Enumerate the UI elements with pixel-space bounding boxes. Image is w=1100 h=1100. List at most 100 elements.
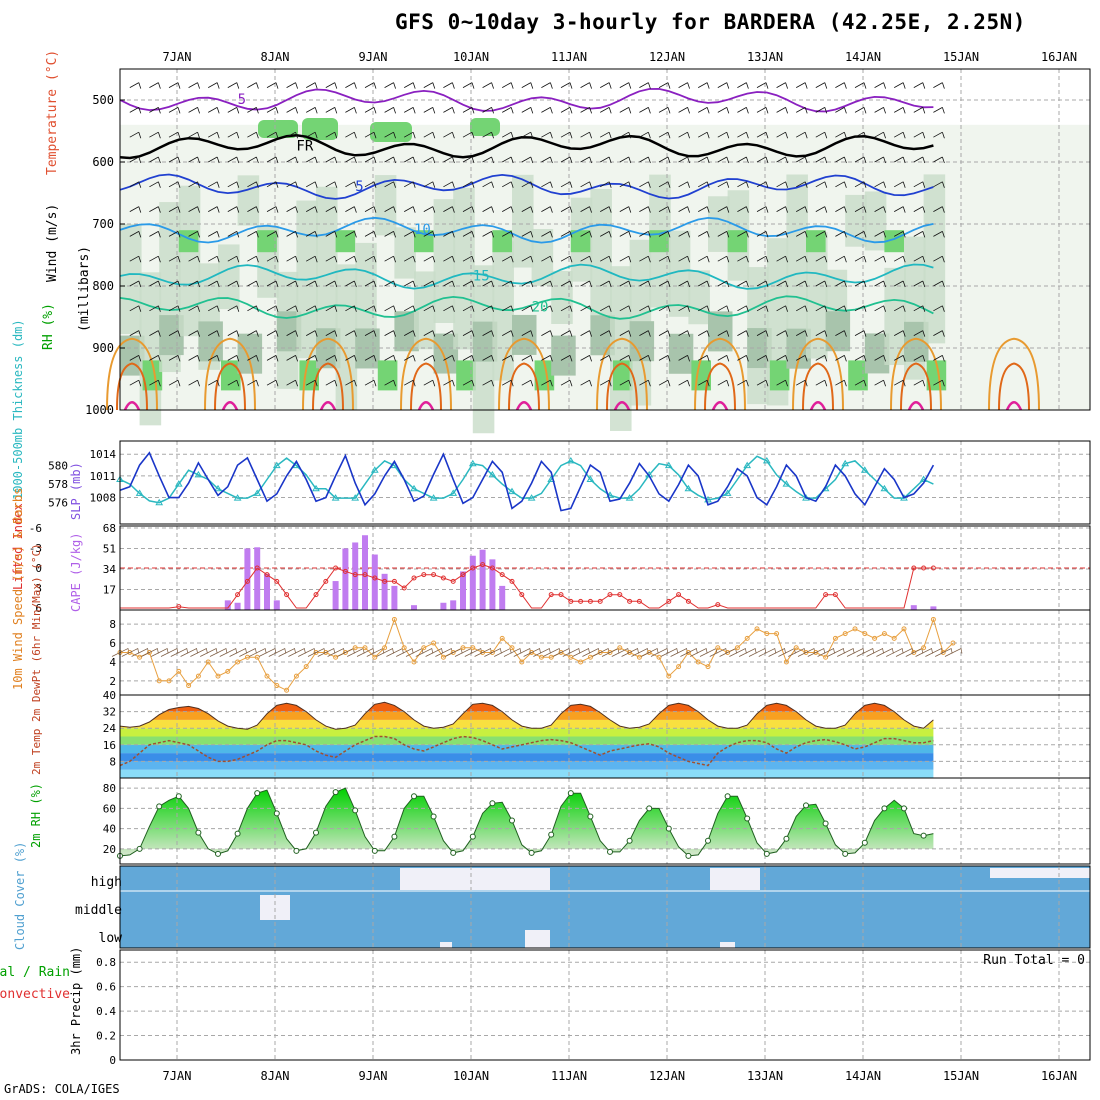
wind-barb (756, 156, 769, 164)
wind-barb (521, 181, 534, 188)
cloud-row-label: middle (75, 903, 122, 918)
wind-barb (737, 181, 749, 188)
wind-barb (188, 305, 200, 312)
y-tick-label: 500 (92, 93, 114, 107)
rh-shading-cell (492, 241, 514, 381)
wind10-barb (219, 647, 238, 657)
wind-barb (717, 231, 730, 238)
wind10-marker (313, 650, 319, 655)
wind10-marker (587, 654, 593, 660)
wind10-marker (793, 645, 799, 651)
wind10-marker (636, 654, 642, 660)
wind-barb (462, 231, 475, 238)
wind-barb (188, 107, 200, 114)
wind10-barb (935, 647, 953, 657)
wind-barb (364, 181, 377, 188)
wind-barb (854, 107, 867, 114)
wind-barb (286, 206, 298, 213)
li-marker (450, 578, 456, 584)
li-marker (617, 592, 623, 598)
li-marker (627, 598, 633, 604)
li-marker (548, 592, 554, 598)
wind-barb (384, 156, 396, 164)
wind-barb (227, 131, 240, 139)
wind10-marker (891, 635, 897, 641)
rh-marker (391, 833, 398, 840)
top-day-label: 7JAN (163, 50, 192, 64)
wind-barb (658, 131, 671, 139)
wind10-barb (415, 647, 434, 657)
wind10-marker (764, 631, 770, 637)
wind10-barb (533, 647, 551, 657)
wind-barb (168, 231, 181, 238)
wind10-barb (151, 647, 169, 657)
wind-barb (482, 206, 494, 213)
wind-barb (208, 355, 220, 362)
wind-barb (717, 131, 730, 139)
wind-barb (619, 156, 632, 164)
rh-shading-cell (470, 118, 500, 136)
wind-barb (698, 107, 710, 114)
rh-marker (842, 850, 849, 857)
wind-barb (325, 379, 338, 387)
wind-barb (854, 181, 867, 188)
wind-barb (247, 355, 259, 362)
wind-barb (227, 330, 240, 337)
wind-barb (835, 107, 847, 114)
wind10-barb (209, 647, 228, 657)
wind10-barb (592, 647, 610, 657)
wind-barb (658, 330, 671, 337)
slp-line (119, 451, 935, 512)
wind-barb (600, 156, 612, 164)
wind-barb (364, 156, 377, 164)
wind10-marker (695, 659, 701, 665)
rh-marker (744, 815, 751, 822)
wind-barb (502, 280, 514, 288)
thickness-marker (488, 470, 497, 478)
wind10-barb (376, 647, 394, 657)
wind10-barb (249, 647, 267, 657)
wind-barb (854, 156, 867, 164)
wind10-marker (607, 650, 613, 655)
wind-barb (541, 82, 553, 89)
wind-barb (658, 231, 671, 238)
li-marker (460, 572, 466, 578)
isotherm-loop (204, 337, 256, 411)
wind-tick-label: 4 (109, 656, 116, 669)
cape-bar (440, 602, 447, 610)
wind-barb (482, 379, 494, 387)
thickness-marker (762, 456, 771, 464)
rh-shading-cell (414, 230, 434, 253)
wind10-marker (333, 654, 339, 660)
wind10-marker (803, 650, 809, 655)
bottom-day-label: 8JAN (261, 1069, 290, 1083)
wind10-marker (950, 640, 956, 646)
wind10-barb (866, 647, 884, 657)
thickness-marker (194, 470, 203, 478)
wind-barb (835, 379, 847, 387)
rh-shading-cell (258, 120, 298, 138)
wind-barb (541, 379, 553, 387)
wind-barb (404, 206, 416, 213)
wind-barb (717, 305, 730, 312)
wind-barb (502, 379, 514, 387)
li-marker (519, 592, 525, 598)
wind-barb (933, 280, 945, 288)
wind-barb (149, 181, 161, 188)
wind-barb (639, 280, 651, 288)
wind-barb (129, 206, 142, 213)
wind10-barb (846, 647, 865, 657)
wind-barb (364, 280, 377, 288)
wind-barb (874, 379, 886, 387)
wind-barb (384, 82, 396, 89)
wind-barb (835, 206, 847, 213)
wind10-barb (552, 647, 571, 657)
wind10-marker (940, 650, 946, 655)
wind-barb (404, 107, 416, 114)
wind-barb (345, 206, 357, 213)
wind-barb (698, 255, 710, 263)
wind-barb (502, 181, 514, 188)
wind-barb (227, 107, 240, 114)
rh-area (120, 788, 934, 856)
wind-barb (874, 305, 886, 312)
